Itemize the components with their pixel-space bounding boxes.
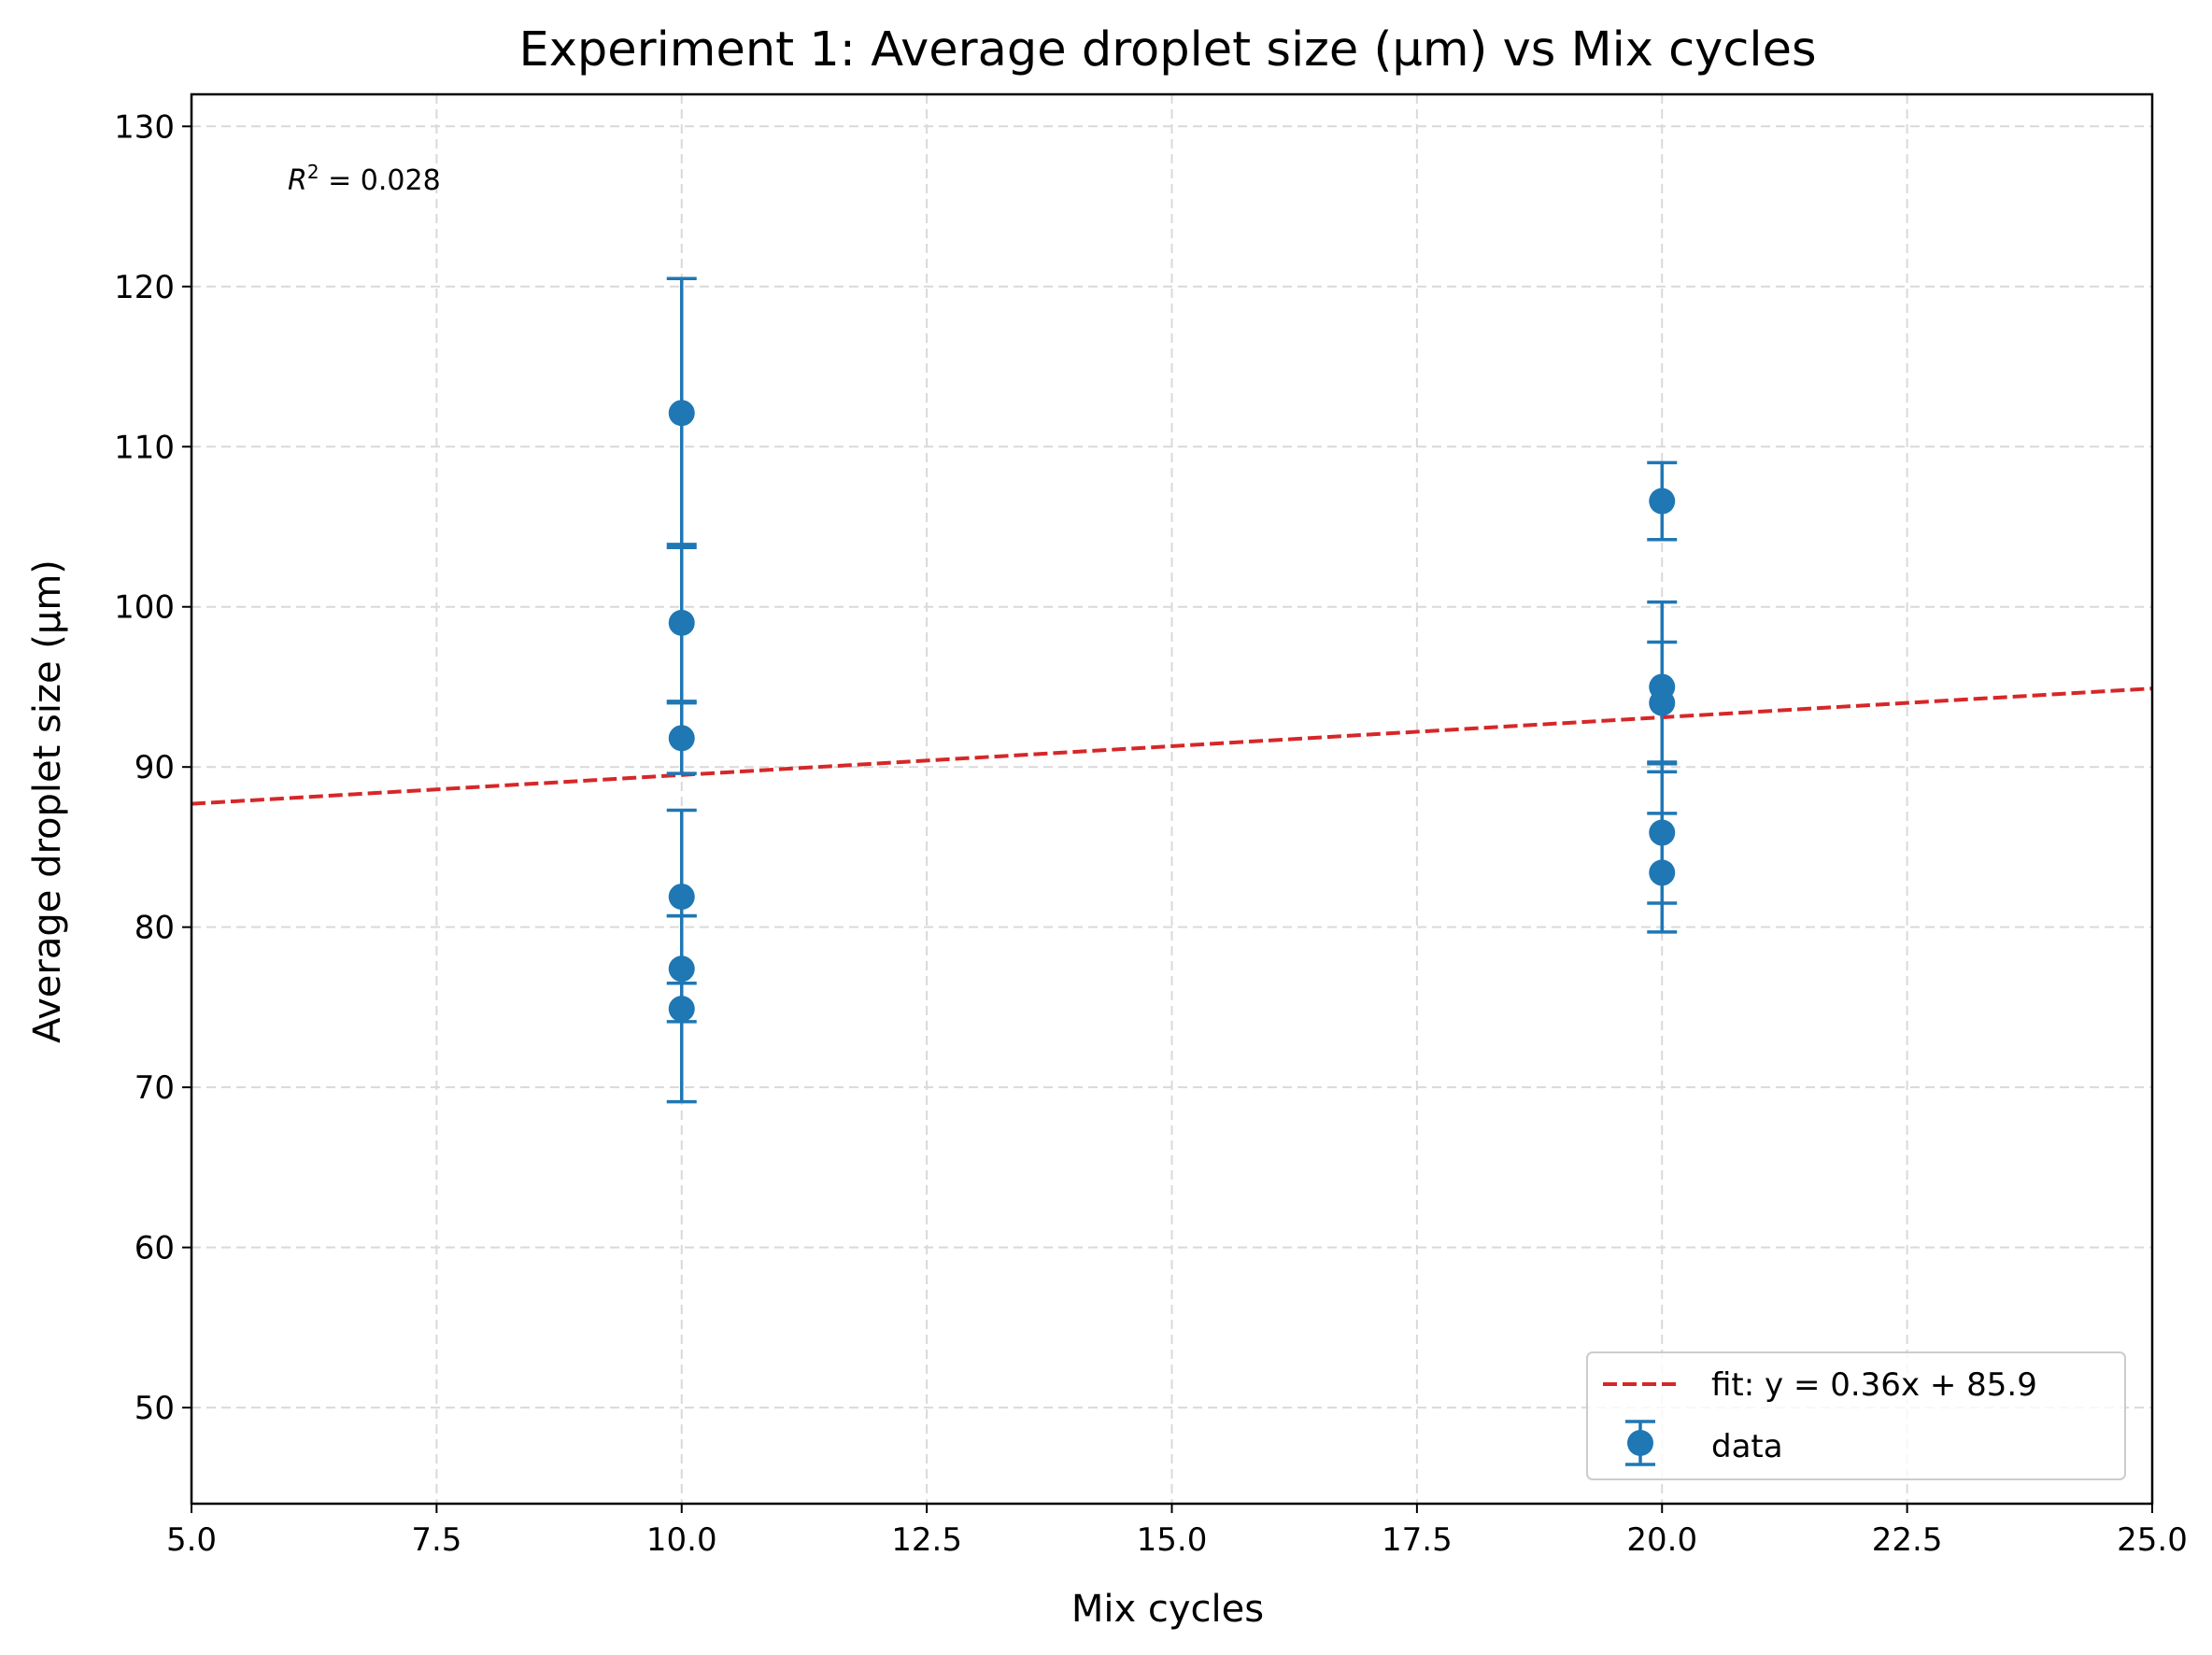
- chart-title: Experiment 1: Average droplet size (µm) …: [518, 22, 1816, 78]
- legend: fit: y = 0.36x + 85.9 data: [1586, 1351, 2126, 1480]
- x-tick-label: 5.0: [166, 1521, 217, 1559]
- legend-frame: [1586, 1351, 2126, 1480]
- y-tick-label: 70: [135, 1069, 175, 1107]
- x-tick-label: 17.5: [1382, 1521, 1453, 1559]
- fit-line: [191, 686, 2153, 806]
- y-tick-label: 80: [135, 910, 175, 947]
- x-tick-label: 10.0: [646, 1521, 717, 1559]
- r-squared-symbol: R: [288, 164, 307, 197]
- y-tick-label: 50: [135, 1390, 175, 1427]
- y-tick-label: 130: [114, 108, 175, 146]
- r-squared-value: = 0.028: [319, 164, 441, 197]
- legend-data-marker: [1627, 1430, 1653, 1456]
- x-tick-label: 22.5: [1872, 1521, 1943, 1559]
- grid-layer: [191, 94, 2153, 1504]
- y-tick-label: 120: [114, 269, 175, 306]
- data-point: [668, 884, 695, 911]
- data-layer: [666, 276, 1678, 1104]
- y-tick-label: 100: [114, 589, 175, 627]
- x-tick-label: 20.0: [1626, 1521, 1697, 1559]
- x-tick-label: 12.5: [891, 1521, 962, 1559]
- data-point: [668, 609, 695, 636]
- data-point: [668, 725, 695, 752]
- r-squared-superscript: 2: [307, 161, 319, 183]
- data-point: [1649, 488, 1676, 515]
- tick-layer: 5.0 7.5 10.0 12.5 15.0 17.5 20.0 22.5 25.0 50 60 70…: [114, 108, 2188, 1559]
- x-tick-label: 25.0: [2117, 1521, 2188, 1559]
- data-point: [668, 996, 695, 1023]
- data-point: [1649, 689, 1676, 716]
- data-point: [1649, 859, 1676, 886]
- legend-data-label: data: [1711, 1428, 1783, 1465]
- x-axis-label: Mix cycles: [1071, 1588, 1264, 1631]
- legend-fit-label: fit: y = 0.36x + 85.9: [1711, 1366, 2037, 1404]
- x-tick-label: 15.0: [1137, 1521, 1208, 1559]
- legend-data-swatch: [1625, 1420, 1655, 1466]
- y-axis-label: Average droplet size (µm): [26, 559, 69, 1043]
- y-tick-label: 90: [135, 749, 175, 786]
- r-squared-annotation: R2 = 0.028: [288, 161, 441, 197]
- fit-layer: [191, 686, 2153, 806]
- data-point: [668, 400, 695, 427]
- x-tick-label: 7.5: [411, 1521, 461, 1559]
- y-tick-label: 60: [135, 1230, 175, 1267]
- y-tick-label: 110: [114, 429, 175, 466]
